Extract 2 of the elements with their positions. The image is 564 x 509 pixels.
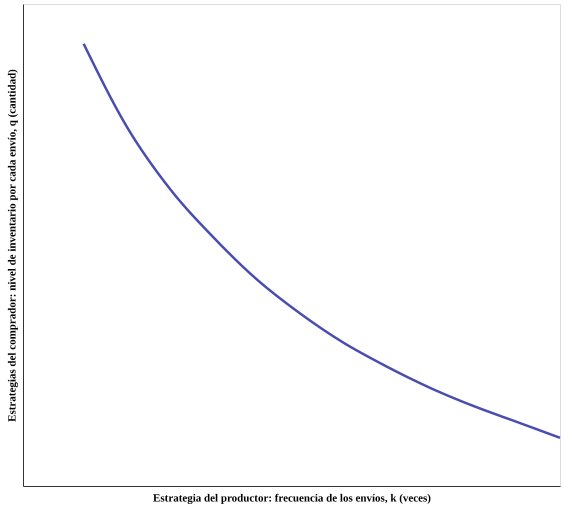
x-axis-title: Estrategia del productor: frecuencia de los envíos, k (veces) xyxy=(153,492,432,504)
y-axis-title: Estrategias del comprador: nivel de inventario por cada envío, q (cantidad) xyxy=(6,68,18,422)
